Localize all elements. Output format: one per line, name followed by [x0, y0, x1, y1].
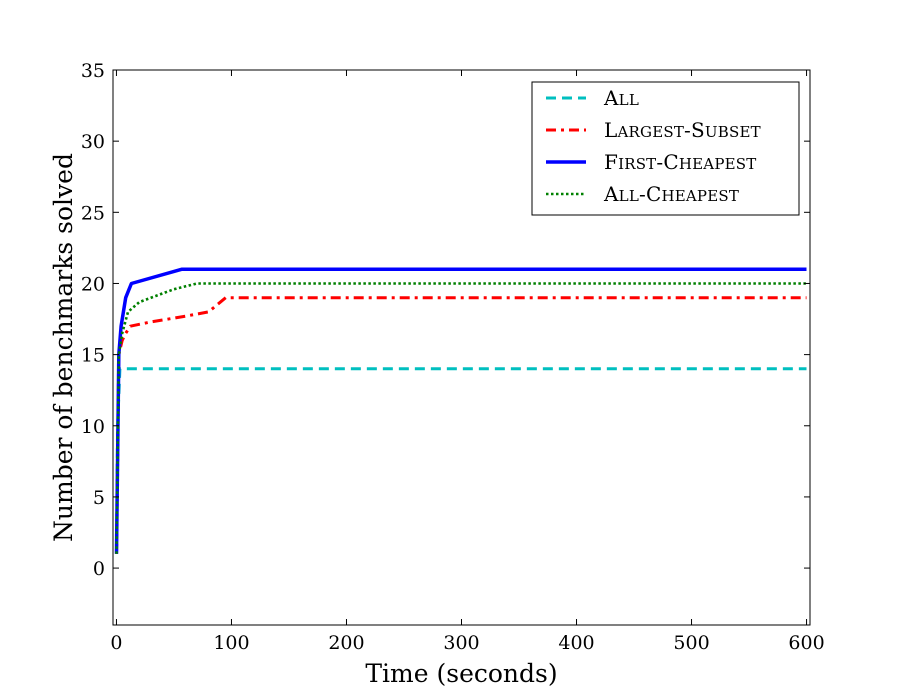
y-axis-title: Number of benchmarks solved [49, 153, 78, 542]
ticks-layer: 0 100 200 300 400 500 600 0 5 10 15 20 25 30 35 [81, 60, 825, 654]
y-tick-label: 0 [93, 558, 105, 580]
x-axis-title: Time (seconds) [365, 659, 557, 688]
x-tick-label: 300 [443, 632, 479, 654]
y-tick-label: 5 [93, 487, 105, 509]
y-tick-label: 15 [81, 345, 105, 367]
legend-label-largest-subset: LARGEST-SUBSET [604, 118, 761, 142]
y-tick-label: 30 [81, 131, 105, 153]
legend-label-all-cheapest: ALL-CHEAPEST [603, 182, 739, 206]
legend-items: ALL LARGEST-SUBSET FIRST-CHEAPEST ALL-CHEAP… [546, 86, 761, 206]
y-tick-label: 25 [81, 202, 105, 224]
plot-frame [112, 69, 811, 626]
y-tick-label: 20 [81, 273, 105, 295]
x-tick-label: 400 [558, 632, 594, 654]
x-tick-label: 200 [328, 632, 364, 654]
x-tick-label: 500 [673, 632, 709, 654]
x-tick-label: 100 [213, 632, 249, 654]
y-tick-label: 10 [81, 416, 105, 438]
legend: ALL LARGEST-SUBSET FIRST-CHEAPEST ALL-CHEAP… [531, 81, 800, 216]
x-tick-label: 0 [110, 632, 122, 654]
x-tick-label: 600 [788, 632, 824, 654]
y-tick-label: 35 [81, 60, 105, 82]
legend-label-first-cheapest: FIRST-CHEAPEST [604, 150, 756, 174]
series-line-all-cheapest [115, 282, 807, 554]
legend-label-all: ALL [603, 86, 639, 110]
